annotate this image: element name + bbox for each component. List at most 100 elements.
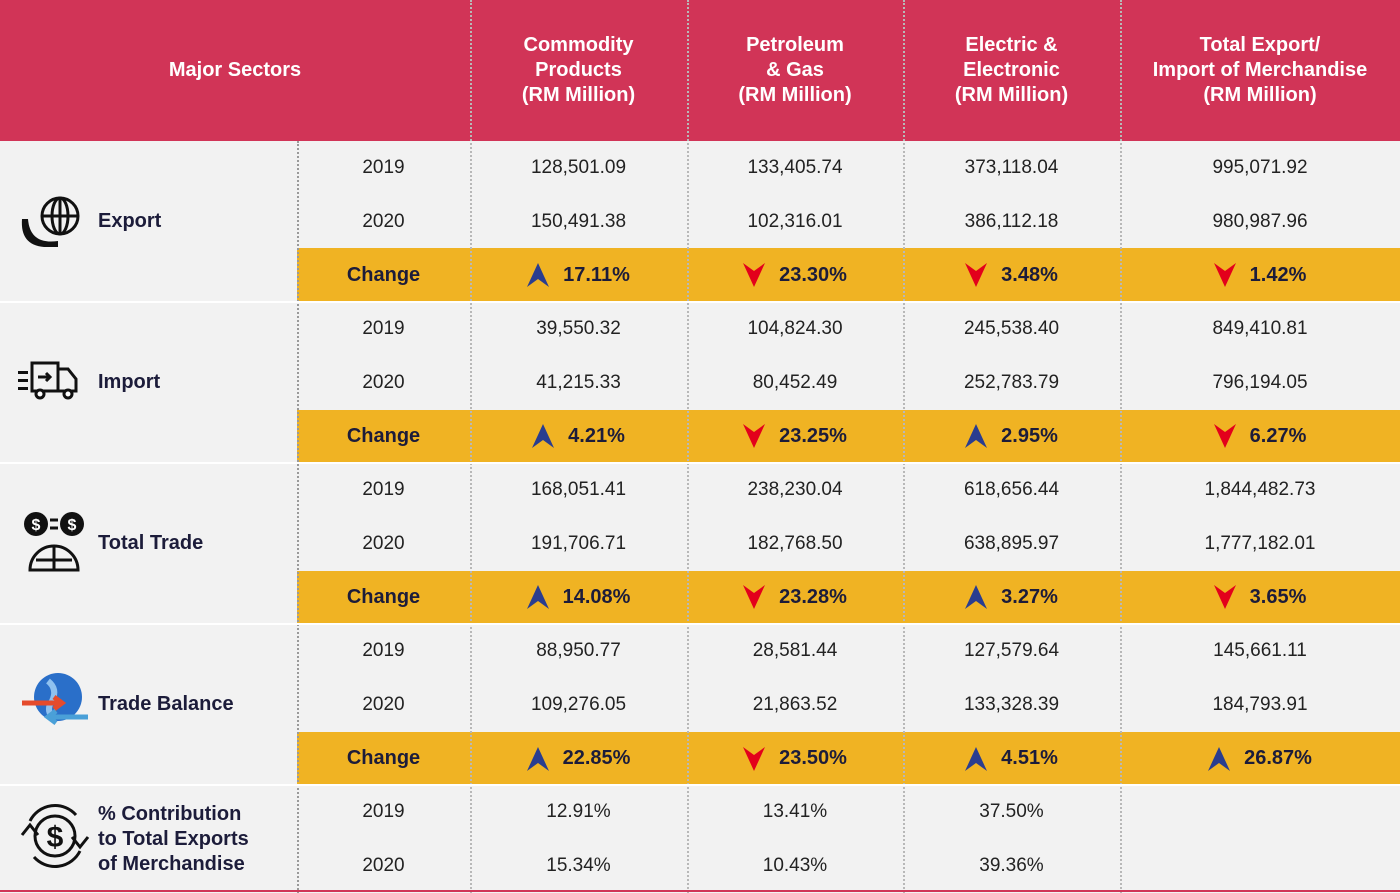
change-cell: 14.08% — [470, 570, 687, 625]
change-value: 23.50% — [779, 747, 847, 770]
change-cell: 23.25% — [687, 409, 903, 464]
value-cell: 618,656.44 — [963, 479, 1060, 501]
header-cell: Petroleum & Gas (RM Million) — [687, 0, 903, 141]
value-cell: 386,112.18 — [964, 210, 1059, 232]
value-cell: 39.36% — [979, 854, 1044, 876]
arrow-down — [743, 746, 766, 771]
value-cell — [1120, 839, 1400, 893]
change-cell: 3.27% — [903, 570, 1120, 625]
change-value: 23.25% — [779, 424, 847, 447]
header-line: Products — [535, 59, 622, 81]
change-value: 17.11% — [563, 263, 630, 286]
sector-name-line: Total Trade — [98, 532, 204, 555]
sector-label: Import — [0, 302, 297, 463]
value-cell: 145,661.11 — [1213, 640, 1307, 662]
sector-name-line: Export — [98, 210, 162, 233]
header-line: Electronic — [963, 59, 1060, 81]
year-cell: 2019 — [362, 640, 405, 662]
value-cell: 995,071.92 — [1212, 156, 1308, 178]
group-divider — [0, 784, 1400, 787]
change-label: Change — [297, 409, 470, 464]
group-divider — [0, 623, 1400, 626]
change-value: 1.42% — [1249, 263, 1307, 286]
sector-label: Export — [0, 141, 297, 302]
value-cell: 373,118.04 — [964, 156, 1059, 178]
header-cell: Commodity Products (RM Million) — [470, 0, 687, 141]
change-cell: 6.27% — [1120, 409, 1400, 464]
change-value: 3.27% — [1001, 585, 1058, 608]
year-cell: 2019 — [362, 317, 405, 339]
value-cell: 168,051.41 — [530, 479, 627, 501]
arrow-down — [743, 585, 766, 610]
column-divider — [687, 0, 689, 893]
value-cell: 182,768.50 — [747, 532, 843, 554]
value-cell: 127,579.64 — [963, 640, 1060, 662]
value-cell: 104,824.30 — [747, 317, 843, 339]
header-line: (RM Million) — [738, 84, 852, 106]
change-cell: 23.28% — [687, 570, 903, 625]
value-cell: 252,783.79 — [963, 371, 1060, 393]
column-divider — [297, 141, 299, 893]
arrow-up — [532, 424, 555, 449]
sector-name: Export — [98, 209, 161, 234]
sector-label: $ $ Total Trade — [0, 463, 297, 624]
value-cell: 796,194.05 — [1212, 371, 1308, 393]
sector-icon — [18, 667, 92, 743]
sector-name: Import — [98, 370, 160, 395]
sector-name-line: to Total Exports — [98, 827, 249, 850]
sector-name: % Contribution to Total Exports of Merchan… — [98, 802, 249, 877]
change-cell: 2.95% — [903, 409, 1120, 464]
arrow-down — [743, 263, 766, 288]
value-cell: 109,276.05 — [530, 693, 627, 715]
header-line: Import of Merchandise — [1152, 59, 1368, 81]
change-value: 4.51% — [1001, 747, 1058, 770]
value-cell: 21,863.52 — [752, 693, 838, 715]
sector-icon: $ $ — [18, 504, 92, 584]
arrow-up — [526, 746, 549, 771]
header-line: Commodity — [523, 34, 634, 56]
change-cell: 26.87% — [1120, 731, 1400, 786]
change-value: 3.48% — [1001, 263, 1058, 286]
sector-name-line: Trade Balance — [98, 693, 234, 716]
value-cell: 80,452.49 — [752, 371, 838, 393]
svg-text:$: $ — [32, 517, 41, 534]
sector-icon: $ — [18, 801, 92, 877]
value-cell — [1120, 785, 1400, 839]
change-cell: 4.21% — [470, 409, 687, 464]
year-cell: 2020 — [362, 210, 405, 232]
value-cell: 980,987.96 — [1212, 210, 1308, 232]
arrow-down — [1213, 424, 1236, 449]
svg-text:$: $ — [68, 517, 77, 534]
value-cell: 37.50% — [979, 801, 1044, 823]
year-cell: 2019 — [362, 801, 405, 823]
sector-name-line: % Contribution — [98, 802, 242, 825]
group-divider — [0, 301, 1400, 304]
value-cell: 28,581.44 — [752, 640, 838, 662]
bottom-border — [0, 890, 1400, 892]
value-cell: 133,405.74 — [747, 156, 843, 178]
value-cell: 191,706.71 — [530, 532, 627, 554]
year-cell: 2019 — [362, 479, 405, 501]
year-cell: 2020 — [362, 693, 405, 715]
change-value: 2.95% — [1001, 424, 1058, 447]
value-cell: 638,895.97 — [963, 532, 1060, 554]
sector-name: Total Trade — [98, 531, 203, 556]
arrow-up — [965, 424, 988, 449]
change-value: 14.08% — [562, 585, 631, 608]
change-value: 22.85% — [562, 747, 631, 770]
change-value: 23.28% — [779, 585, 847, 608]
value-cell: 12.91% — [546, 801, 611, 823]
value-cell: 128,501.09 — [530, 156, 627, 178]
arrow-up — [527, 263, 550, 288]
header-line: & Gas — [766, 59, 824, 81]
value-cell: 133,328.39 — [963, 693, 1060, 715]
header-line: Electric & — [965, 34, 1058, 56]
column-divider — [903, 0, 905, 893]
header-cell: Electric & Electronic (RM Million) — [903, 0, 1120, 141]
arrow-up — [965, 585, 988, 610]
value-cell: 10.43% — [762, 854, 828, 876]
change-value: 4.21% — [568, 424, 625, 447]
year-cell: 2019 — [362, 156, 405, 178]
sector-name-line: Import — [98, 371, 161, 394]
header-line: Total Export/ — [1199, 34, 1321, 56]
